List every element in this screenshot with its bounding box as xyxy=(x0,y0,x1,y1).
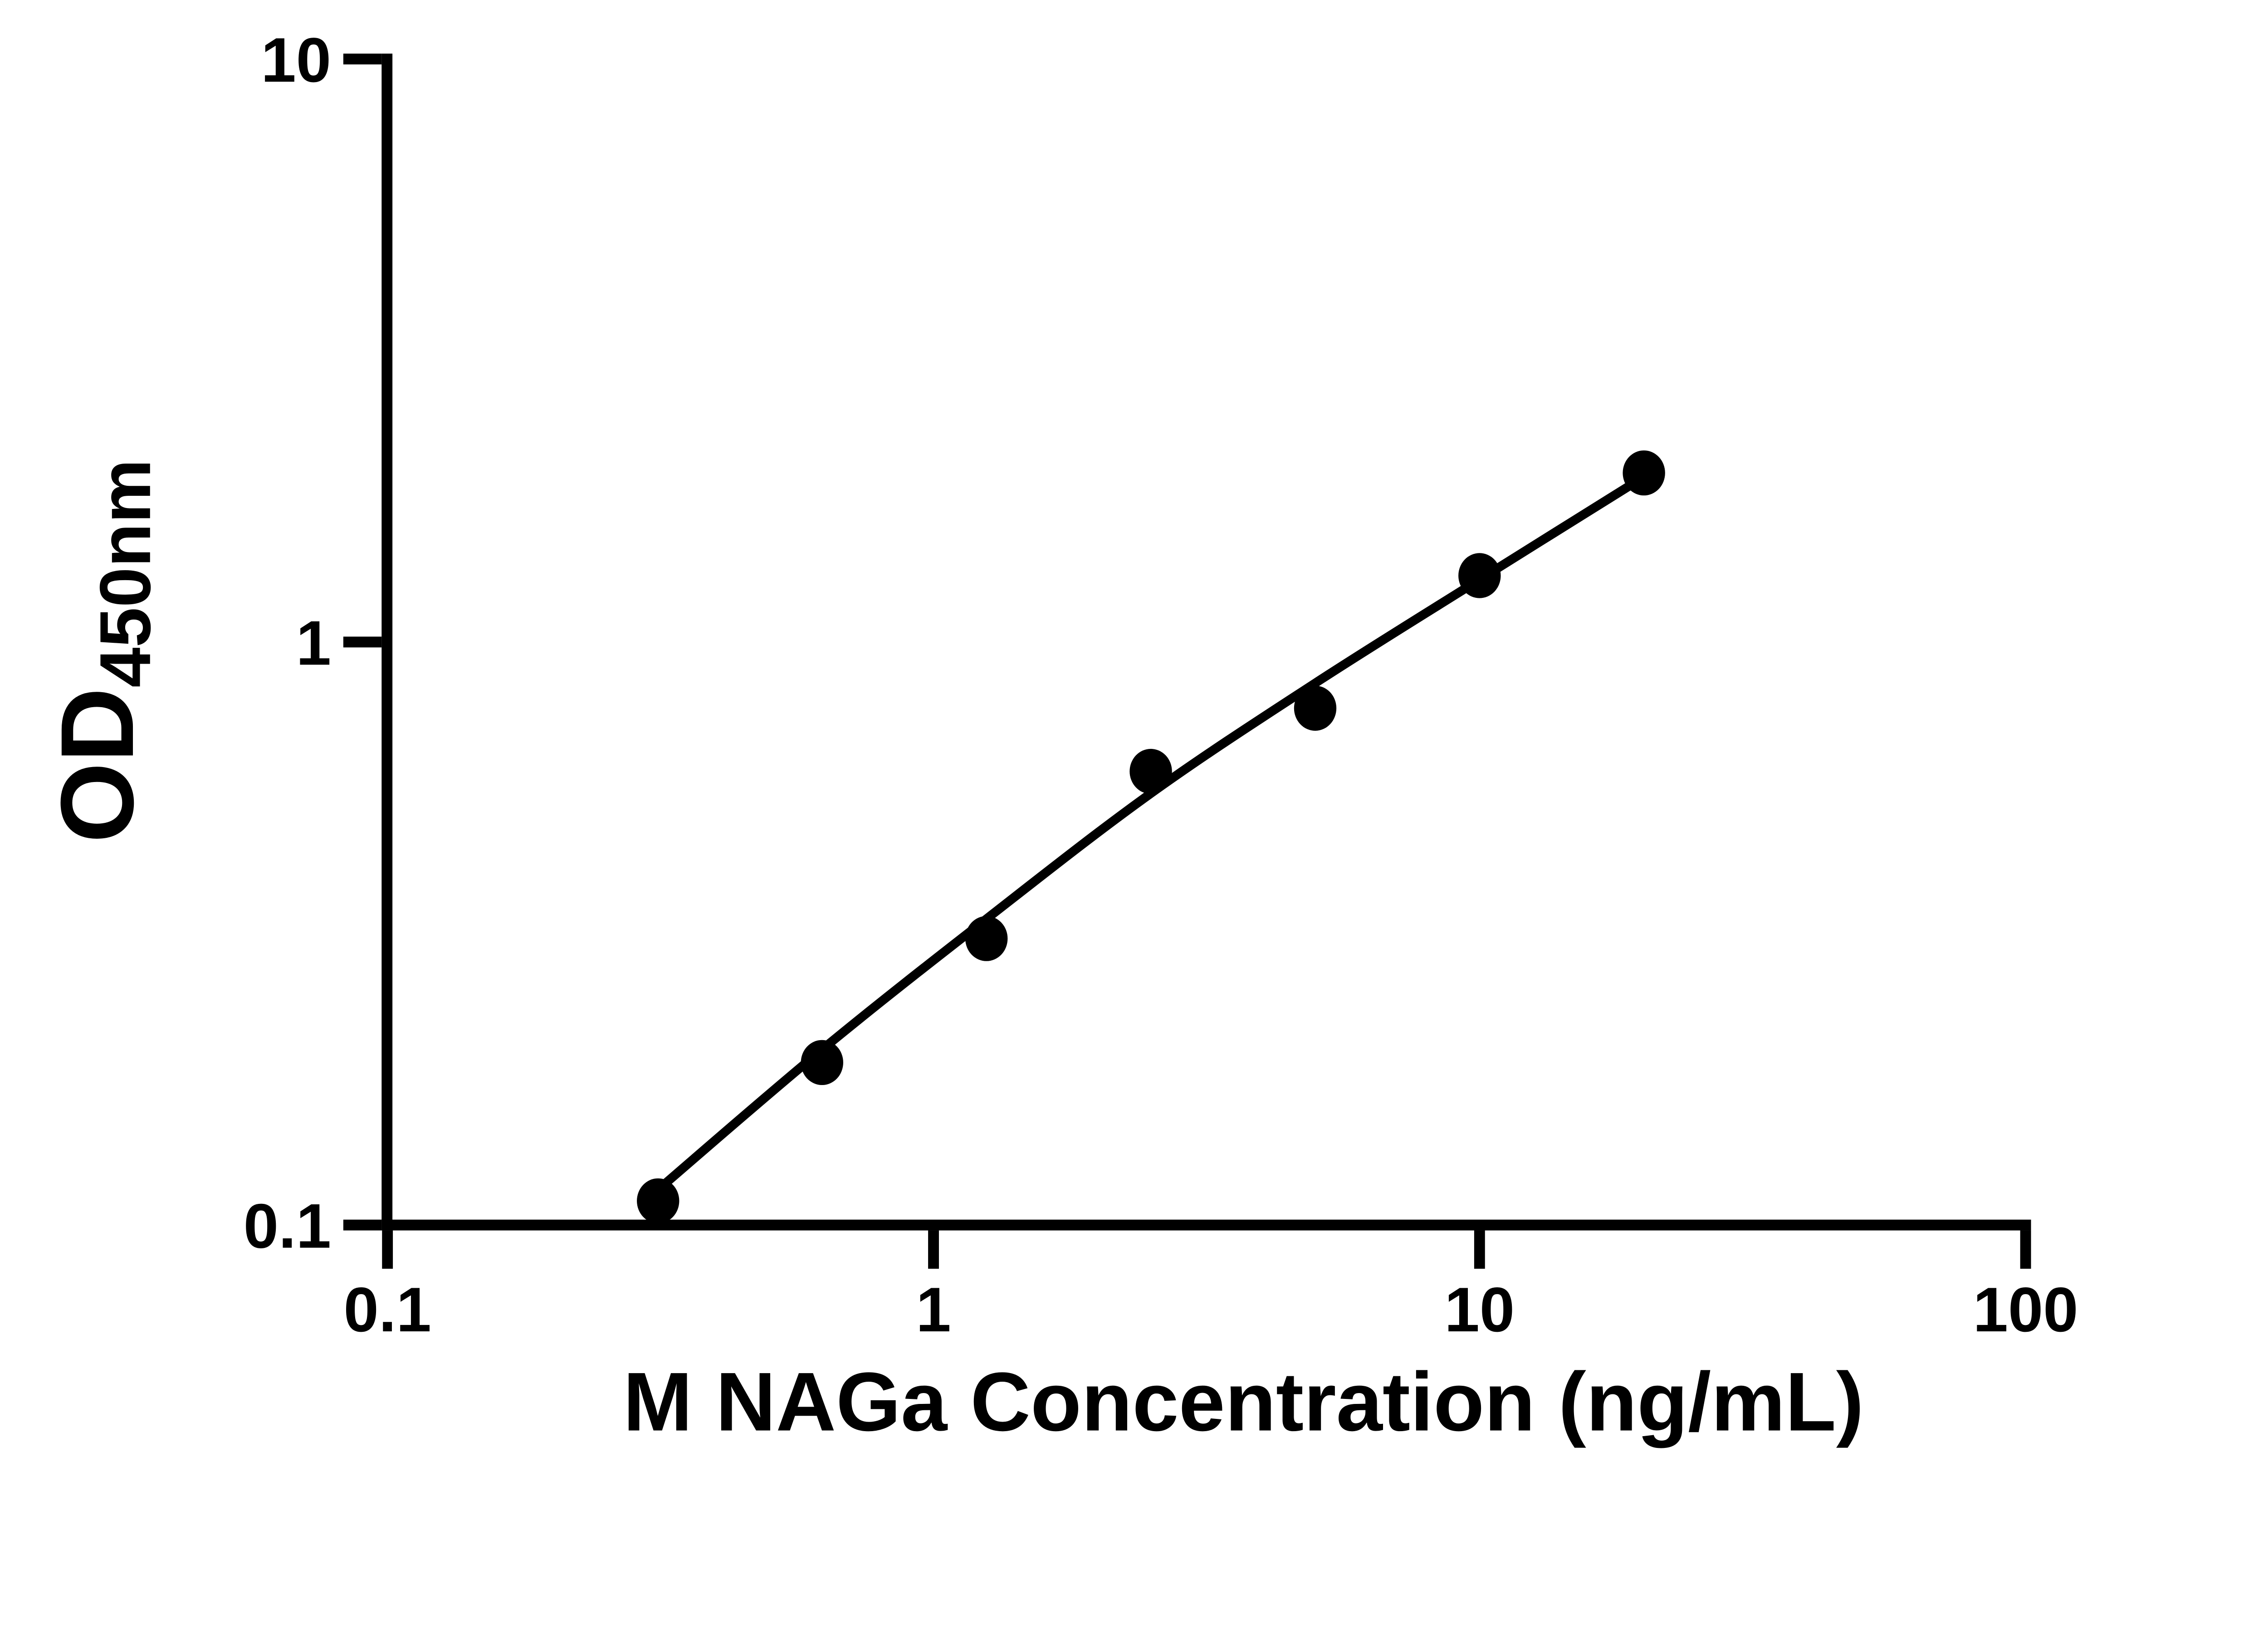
y-tick-label: 0.1 xyxy=(244,1191,331,1261)
data-point-2 xyxy=(801,1040,843,1085)
x-tick-label: 0.1 xyxy=(344,1275,431,1345)
y-axis-title: OD450nm xyxy=(39,459,166,843)
y-tick-marks xyxy=(343,54,382,1231)
x-axis-line xyxy=(381,1219,2031,1231)
y-tick-mark xyxy=(343,636,382,648)
data-point-4 xyxy=(1129,748,1172,794)
y-axis-title-subscript: 450nm xyxy=(85,459,166,687)
x-tick-mark xyxy=(2020,1230,2031,1269)
x-tick-mark xyxy=(928,1230,939,1269)
y-tick-label: 1 xyxy=(296,608,331,678)
y-axis-line xyxy=(381,54,393,1231)
x-tick-label: 1 xyxy=(916,1275,951,1345)
y-tick-mark xyxy=(343,54,382,65)
y-axis: 10 1 0.1 xyxy=(244,25,393,1261)
x-tick-label: 100 xyxy=(1973,1275,2078,1345)
data-point-5 xyxy=(1294,685,1337,731)
series-standard-curve xyxy=(637,450,1665,1224)
x-tick-label: 10 xyxy=(1444,1275,1515,1345)
x-axis-title: M NAGa Concentration (ng/mL) xyxy=(623,1355,1864,1448)
data-point-7 xyxy=(1623,450,1665,496)
y-tick-labels: 10 1 0.1 xyxy=(244,25,331,1261)
data-point-6 xyxy=(1458,553,1501,598)
y-tick-mark xyxy=(343,1219,382,1231)
x-tick-mark xyxy=(1474,1230,1485,1269)
x-tick-labels: 0.1 1 10 100 xyxy=(344,1275,2078,1345)
y-axis-title-main: OD xyxy=(39,688,155,843)
x-axis: 0.1 1 10 100 xyxy=(344,1219,2078,1345)
y-tick-label: 10 xyxy=(261,25,331,95)
x-tick-mark xyxy=(382,1230,393,1269)
data-point-3 xyxy=(965,916,1008,961)
x-tick-marks xyxy=(382,1230,2031,1269)
data-point-1 xyxy=(637,1178,679,1224)
